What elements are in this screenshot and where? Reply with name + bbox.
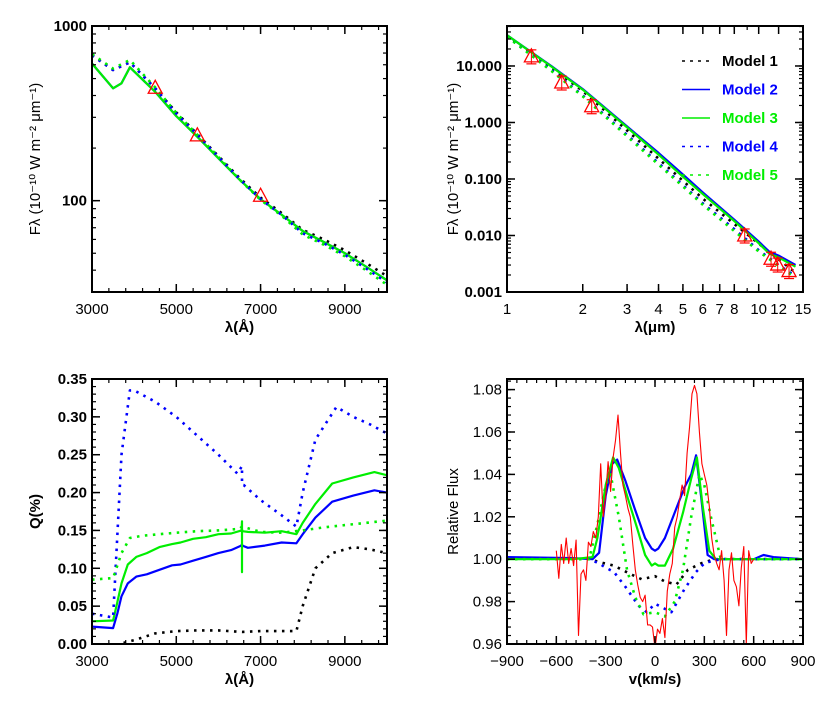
x-tick-label: 9000 bbox=[328, 301, 361, 318]
series-model-4 bbox=[507, 557, 803, 614]
y-axis-title: Fλ (10⁻¹⁰ W m⁻² μm⁻¹) bbox=[27, 83, 44, 236]
axes-frame bbox=[506, 378, 804, 645]
x-tick-label: 15 bbox=[795, 301, 812, 318]
panel-polarization-q: 3000 5000 7000 9000 0.00 0.05 0.10 0.15 0.20 0.25… bbox=[27, 371, 388, 688]
legend: Model 1 Model 2 Model 3 Model 4 Model 5 bbox=[682, 53, 778, 184]
y-tick-label: 0.35 bbox=[58, 371, 87, 388]
x-axis-title: v(km/s) bbox=[629, 671, 682, 688]
y-tick-label: 0.98 bbox=[473, 594, 502, 611]
x-tick-label: 2 bbox=[579, 301, 587, 318]
y-axis-title: Fλ (10⁻¹⁰ W m⁻² μm⁻¹) bbox=[445, 83, 462, 236]
panel-infrared-sed: 1 2 3 4 5 6 7 8 10 12 150.0010.0100.1001.00010.000… bbox=[445, 25, 812, 336]
y-axis-title: Q(%) bbox=[27, 494, 44, 529]
series-model-3 bbox=[507, 456, 803, 567]
series-model-4 bbox=[507, 35, 797, 278]
x-tick-label: 7000 bbox=[244, 301, 277, 318]
series-model-1 bbox=[92, 54, 387, 278]
x-tick-label: 300 bbox=[692, 653, 717, 670]
panel-optical-sed: 3000 5000 7000 9000 100 1000 λ(Å) Fλ (10⁻¹⁰ W m… bbox=[27, 18, 388, 336]
x-tick-label: 3000 bbox=[75, 653, 108, 670]
plot-area bbox=[507, 384, 803, 644]
series-model-5 bbox=[92, 53, 387, 286]
series-model-4 bbox=[92, 389, 387, 619]
observed-data-marker bbox=[252, 186, 269, 202]
x-tick-label: 3 bbox=[623, 301, 631, 318]
x-tick-label: 8 bbox=[730, 301, 738, 318]
y-tick-label: 0.20 bbox=[58, 485, 87, 502]
series-model-5 bbox=[507, 473, 803, 618]
plot-area bbox=[92, 389, 387, 644]
x-tick-label: −900 bbox=[490, 653, 524, 670]
y-tick-label: 0.96 bbox=[473, 636, 502, 653]
series-model-1 bbox=[507, 557, 803, 586]
series-model-1 bbox=[113, 545, 387, 644]
axes-frame bbox=[91, 25, 388, 293]
series-model-5 bbox=[92, 519, 387, 581]
y-tick-label: 0.100 bbox=[464, 171, 502, 188]
legend-item: Model 1 bbox=[682, 53, 778, 70]
y-tick-label: 0.00 bbox=[58, 636, 87, 653]
y-tick-label: 1.06 bbox=[473, 424, 502, 441]
legend-item: Model 4 bbox=[682, 139, 778, 156]
y-axis-title: Relative Flux bbox=[445, 468, 462, 555]
y-tick-label: 0.010 bbox=[464, 227, 502, 244]
y-tick-label: 0.15 bbox=[58, 522, 87, 539]
y-tick-label: 1000 bbox=[54, 18, 87, 35]
legend-item: Model 2 bbox=[682, 82, 778, 99]
y-tick-label: 0.25 bbox=[58, 447, 87, 464]
x-tick-label: 600 bbox=[741, 653, 766, 670]
series-model-2 bbox=[507, 454, 803, 561]
x-tick-label: 1 bbox=[503, 301, 511, 318]
legend-label: Model 4 bbox=[722, 139, 778, 156]
x-tick-label: 3000 bbox=[75, 301, 108, 318]
legend-label: Model 3 bbox=[722, 110, 778, 127]
y-tick-label: 0.05 bbox=[58, 598, 87, 615]
observed-data-marker bbox=[189, 126, 206, 142]
x-tick-label: 900 bbox=[790, 653, 815, 670]
observed-data-marker bbox=[147, 78, 164, 94]
y-tick-label: 1.04 bbox=[473, 466, 502, 483]
axes-frame bbox=[506, 25, 804, 293]
series-model-3 bbox=[92, 471, 387, 623]
y-tick-label: 0.30 bbox=[58, 409, 87, 426]
x-tick-label: 0 bbox=[651, 653, 659, 670]
x-axis-title: λ(μm) bbox=[635, 319, 676, 336]
legend-item: Model 3 bbox=[682, 110, 778, 127]
x-tick-label: 6 bbox=[699, 301, 707, 318]
series-observed bbox=[555, 384, 755, 644]
y-tick-label: 0.001 bbox=[464, 284, 502, 301]
y-tick-label: 1.02 bbox=[473, 509, 502, 526]
y-tick-label: 1.00 bbox=[473, 551, 502, 568]
x-tick-label: 7 bbox=[716, 301, 724, 318]
legend-label: Model 5 bbox=[722, 167, 778, 184]
x-tick-label: 10 bbox=[750, 301, 767, 318]
x-tick-label: 4 bbox=[654, 301, 662, 318]
x-tick-label: 5 bbox=[679, 301, 687, 318]
y-tick-label: 100 bbox=[62, 193, 87, 210]
x-axis-title: λ(Å) bbox=[225, 671, 254, 688]
legend-label: Model 2 bbox=[722, 82, 778, 99]
panel-line-profile: −900 −600 −300 0 300 600 900 0.96 0.98 1.00 1.02 1.… bbox=[445, 378, 816, 688]
legend-label: Model 1 bbox=[722, 53, 778, 70]
x-tick-label: 12 bbox=[770, 301, 787, 318]
y-tick-label: 10.000 bbox=[456, 58, 502, 75]
x-tick-label: −600 bbox=[539, 653, 573, 670]
y-tick-label: 0.10 bbox=[58, 560, 87, 577]
plot-area bbox=[92, 53, 387, 286]
y-tick-label: 1.000 bbox=[464, 114, 502, 131]
x-tick-label: 9000 bbox=[328, 653, 361, 670]
series-model-2 bbox=[92, 489, 387, 630]
axes-frame bbox=[91, 378, 388, 645]
y-tick-label: 1.08 bbox=[473, 382, 502, 399]
x-axis-title: λ(Å) bbox=[225, 319, 254, 336]
x-tick-label: 7000 bbox=[244, 653, 277, 670]
x-tick-label: 5000 bbox=[160, 653, 193, 670]
x-tick-label: −300 bbox=[589, 653, 623, 670]
legend-item: Model 5 bbox=[682, 167, 778, 184]
x-tick-label: 5000 bbox=[160, 301, 193, 318]
plot-area bbox=[507, 34, 798, 280]
